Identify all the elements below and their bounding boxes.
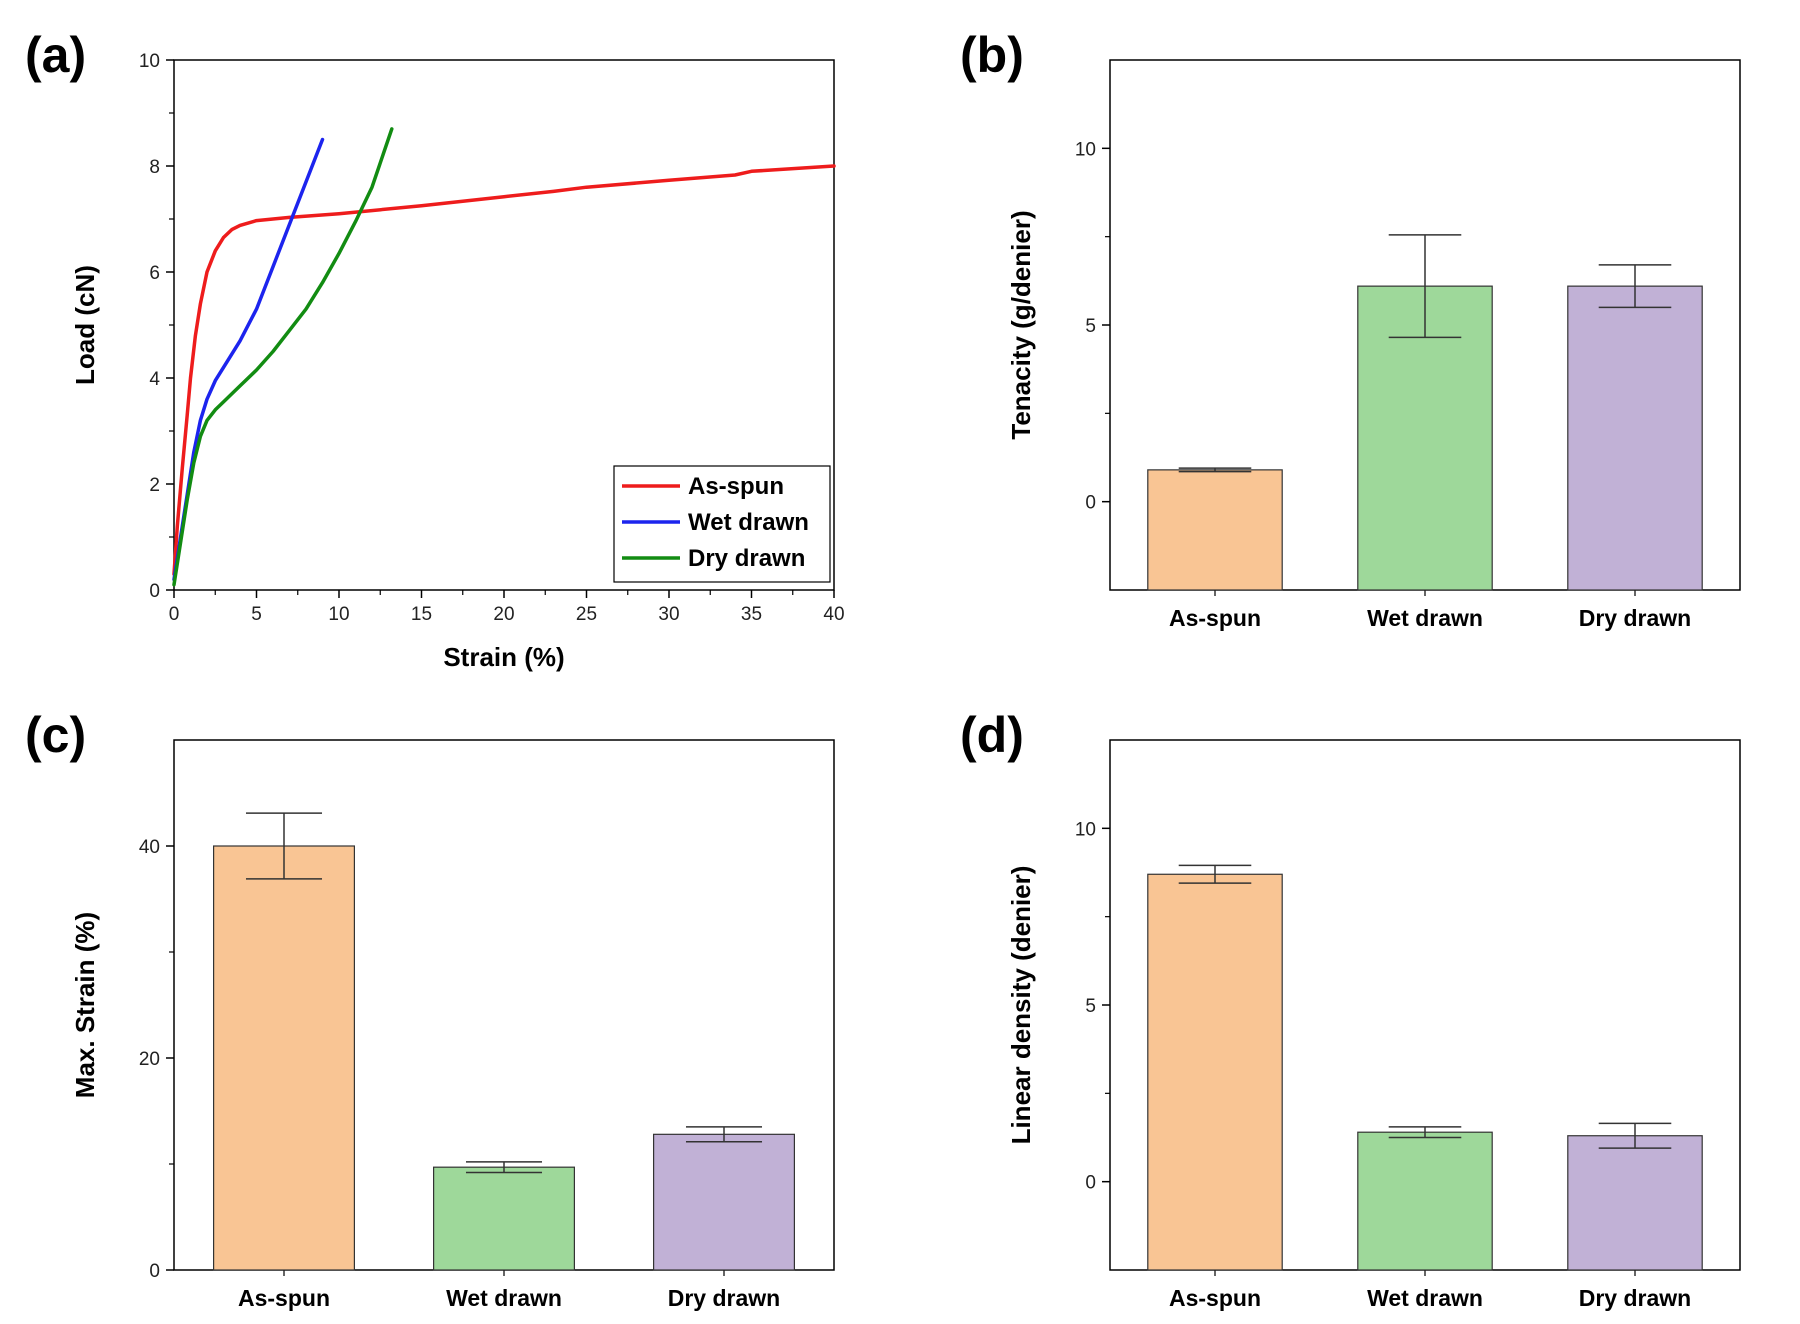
x-tick-label: 5 [251,604,262,625]
y-tick-label: 5 [1085,316,1096,337]
bar-dry-drawn [652,1133,795,1271]
bar-dry-drawn [1567,1135,1703,1271]
y-axis-label: Tenacity (g/denier) [1006,210,1036,439]
bar-wet-drawn [1357,1131,1493,1271]
y-tick-label: 4 [149,369,160,390]
y-tick-label: 40 [139,837,160,858]
y-tick-label: 0 [149,581,160,602]
x-tick-label: 40 [823,604,844,625]
panel-b: (b) 0 5 10 Tenacity (g/denier) As-spun Wet dra… [960,27,1741,631]
bar-dry-drawn [1567,285,1703,591]
bar-as-spun [1147,469,1283,591]
y-tick-label: 8 [149,157,160,178]
y-tick-label: 0 [1085,1173,1096,1194]
x-category-label: Wet drawn [1367,1285,1483,1311]
panel-label: (d) [960,707,1024,763]
y-tick-label: 10 [139,51,160,72]
panel-d: (d) 0 5 10 Linear density (denier) As-spun Wet… [960,707,1741,1311]
y-tick-label: 6 [149,263,160,284]
y-tick-label: 0 [149,1261,160,1282]
panel-label: (c) [25,707,86,763]
x-category-label: As-spun [238,1285,330,1311]
series-line-dry-drawn [172,127,394,587]
x-category-label: Dry drawn [668,1285,780,1311]
x-tick-label: 10 [328,604,349,625]
series-line-as-spun [172,164,836,576]
x-category-label: As-spun [1169,1285,1261,1311]
panel-label: (b) [960,27,1024,83]
bar-wet-drawn [433,1166,576,1271]
x-category-label: Dry drawn [1579,605,1691,631]
x-axis-label: Strain (%) [443,642,564,672]
panel-a: (a) 0 2 4 6 8 10 Load (cN) 0 5 10 15 20 25 30 35 40 Strai… [25,27,845,672]
y-axis-label: Load (cN) [70,265,100,385]
x-category-label: Dry drawn [1579,1285,1691,1311]
x-tick-label: 30 [658,604,679,625]
y-axis-label: Linear density (denier) [1006,866,1036,1145]
bar-as-spun [1147,873,1283,1271]
x-category-label: Wet drawn [446,1285,562,1311]
y-tick-label: 0 [1085,493,1096,514]
y-tick-label: 10 [1075,819,1096,840]
x-tick-label: 0 [169,604,180,625]
y-tick-label: 10 [1075,139,1096,160]
series-line-wet-drawn [172,137,325,582]
x-category-label: As-spun [1169,605,1261,631]
legend-label: Wet drawn [688,509,809,536]
bar-as-spun [213,845,356,1271]
x-tick-label: 15 [411,604,432,625]
x-tick-label: 35 [741,604,762,625]
y-axis-label: Max. Strain (%) [70,912,100,1098]
y-tick-label: 5 [1085,996,1096,1017]
x-tick-label: 20 [493,604,514,625]
x-tick-label: 25 [576,604,597,625]
x-category-label: Wet drawn [1367,605,1483,631]
legend-label: Dry drawn [688,545,805,572]
y-tick-label: 2 [149,475,160,496]
panel-c: (c) 0 20 40 Max. Strain (%) As-spun Wet drawn D… [25,707,835,1311]
legend-label: As-spun [688,473,784,500]
panel-label: (a) [25,27,86,83]
y-tick-label: 20 [139,1049,160,1070]
